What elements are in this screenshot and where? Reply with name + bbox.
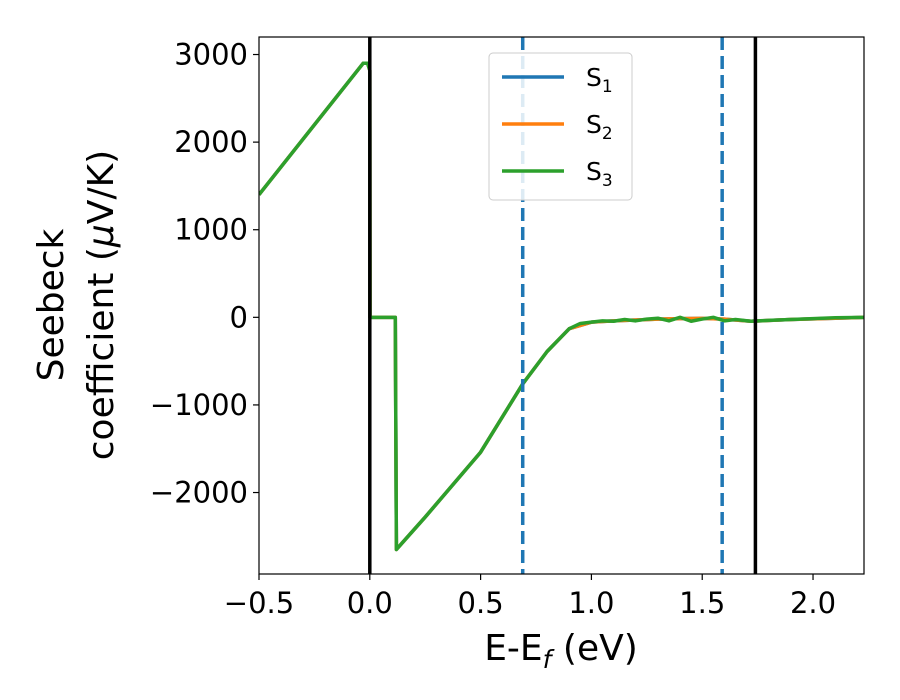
- x-tick-label: 1.5: [679, 586, 725, 620]
- legend-label-s3-main: S: [586, 157, 602, 186]
- legend: S1 S2 S3: [488, 52, 633, 201]
- legend-label-s3-sub: 3: [602, 171, 613, 191]
- legend-label-s1-sub: 1: [602, 77, 613, 97]
- legend-label-s1: S1: [586, 63, 613, 97]
- legend-label-s1-main: S: [586, 63, 602, 92]
- legend-label-s2-sub: 2: [602, 124, 613, 144]
- y-tick-label: 0: [230, 300, 248, 334]
- x-axis-ticks: −0.5 0.0 0.5 1.0 1.5 2.0: [224, 574, 836, 620]
- x-tick-label: 1.0: [568, 586, 614, 620]
- x-axis-title-main: E-E: [484, 628, 542, 669]
- y-axis-title-prefix: coefficient (: [81, 247, 122, 460]
- reference-lines: [368, 37, 758, 574]
- legend-label-s3: S3: [586, 157, 613, 191]
- plot-frame: [258, 36, 865, 575]
- y-tick-label: −2000: [150, 476, 248, 510]
- x-tick-label: 2.0: [790, 586, 836, 620]
- y-axis-title: Seebeck coefficient (μV/K): [31, 150, 122, 460]
- series-line-s3: [259, 61, 864, 552]
- legend-label-s2-main: S: [586, 110, 602, 139]
- y-axis-title-line1: Seebeck: [31, 228, 72, 381]
- y-tick-label: 1000: [174, 213, 248, 247]
- y-axis-title-suffix: V/K): [81, 150, 122, 224]
- y-axis-title-line2: coefficient (μV/K): [81, 150, 122, 460]
- y-tick-label: −1000: [150, 388, 248, 422]
- legend-label-s2: S2: [586, 110, 613, 144]
- x-tick-label: −0.5: [224, 586, 294, 620]
- x-axis-title-tail: (eV): [551, 628, 637, 669]
- y-axis-ticks: −2000 −1000 0 1000 2000 3000: [150, 38, 259, 510]
- y-axis-title-mu: μ: [81, 224, 122, 248]
- y-tick-label: 3000: [174, 38, 248, 72]
- legend-box: [488, 52, 633, 201]
- x-tick-label: 0.0: [347, 586, 393, 620]
- x-axis-title: E-Ef (eV): [484, 628, 638, 674]
- y-tick-label: 2000: [174, 125, 248, 159]
- x-tick-label: 0.5: [458, 586, 504, 620]
